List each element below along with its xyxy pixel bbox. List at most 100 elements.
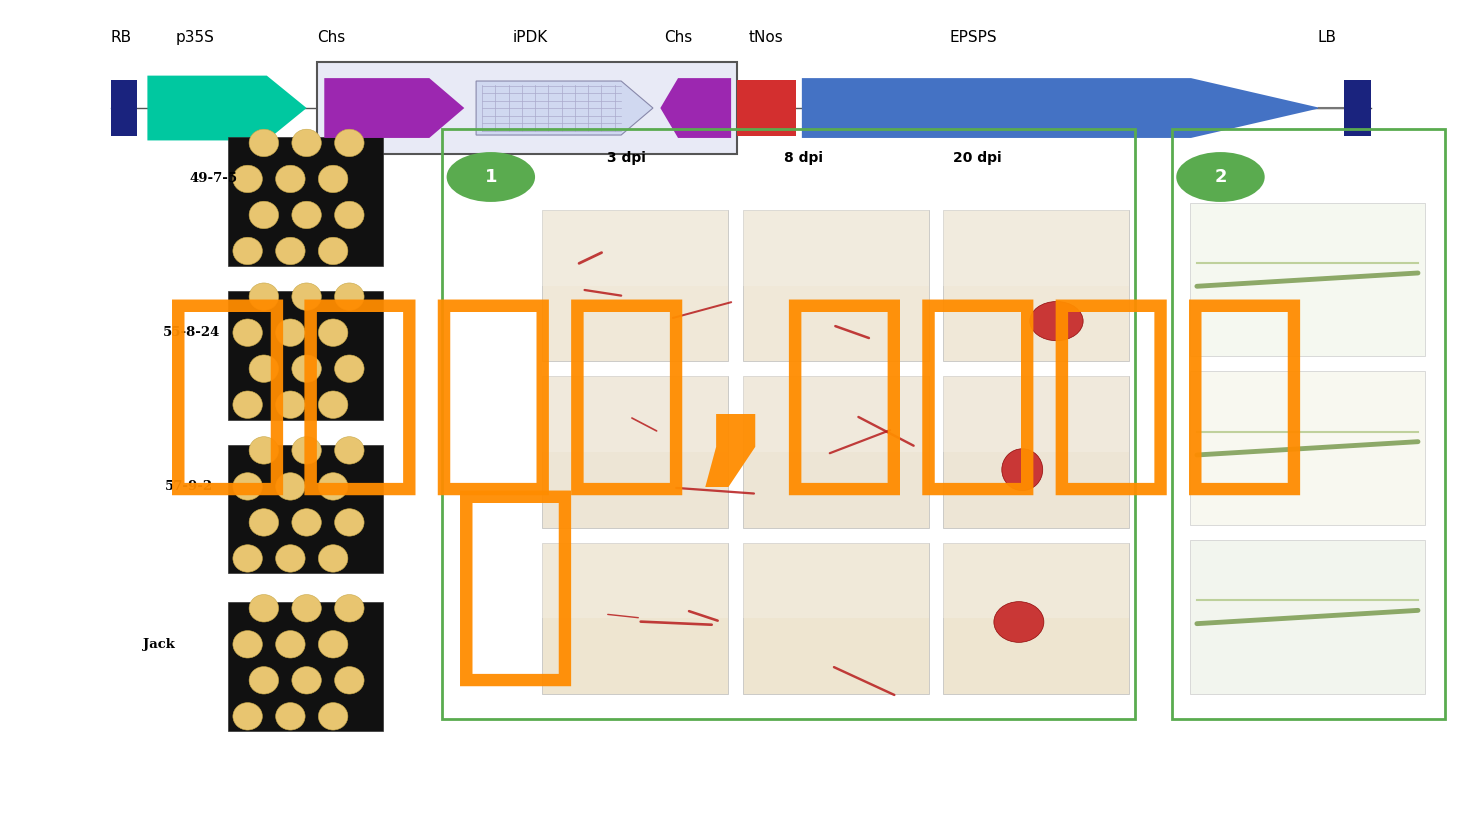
Text: LB: LB xyxy=(1318,30,1335,45)
Bar xyxy=(1190,371,1425,525)
Bar xyxy=(943,210,1129,286)
Text: 55-8-24: 55-8-24 xyxy=(164,326,220,339)
Ellipse shape xyxy=(335,129,364,156)
Text: 1: 1 xyxy=(485,168,497,186)
Bar xyxy=(317,62,737,154)
Ellipse shape xyxy=(276,319,305,347)
Text: 8 dpi: 8 dpi xyxy=(784,151,822,165)
Ellipse shape xyxy=(318,631,348,658)
Ellipse shape xyxy=(335,201,364,229)
Bar xyxy=(943,376,1129,528)
Bar xyxy=(442,129,1135,719)
Text: tNos: tNos xyxy=(749,30,784,45)
Bar xyxy=(1190,540,1425,694)
Text: 2: 2 xyxy=(1215,168,1226,186)
Circle shape xyxy=(447,152,535,202)
Ellipse shape xyxy=(335,595,364,622)
Bar xyxy=(943,543,1129,694)
Bar xyxy=(743,376,929,452)
Ellipse shape xyxy=(1002,449,1042,490)
Bar xyxy=(542,210,728,361)
Ellipse shape xyxy=(292,437,321,464)
Ellipse shape xyxy=(292,595,321,622)
Ellipse shape xyxy=(233,631,262,658)
Text: 20 dpi: 20 dpi xyxy=(954,151,1001,165)
Ellipse shape xyxy=(276,631,305,658)
Bar xyxy=(1344,80,1371,136)
Text: 49-7-5: 49-7-5 xyxy=(190,172,237,185)
Bar xyxy=(743,210,929,361)
Ellipse shape xyxy=(249,666,279,694)
Ellipse shape xyxy=(292,201,321,229)
Ellipse shape xyxy=(318,473,348,500)
Ellipse shape xyxy=(318,238,348,264)
Bar xyxy=(743,543,929,618)
Ellipse shape xyxy=(318,545,348,572)
Text: 理发培训,考一个美: 理发培训,考一个美 xyxy=(161,288,1313,502)
Ellipse shape xyxy=(1030,302,1083,341)
Ellipse shape xyxy=(233,391,262,419)
Ellipse shape xyxy=(318,165,348,193)
Bar xyxy=(743,210,929,286)
Text: 3 dpi: 3 dpi xyxy=(607,151,646,165)
Ellipse shape xyxy=(249,283,279,311)
Text: 发: 发 xyxy=(450,479,582,693)
Text: Chs: Chs xyxy=(663,30,693,45)
Text: RB: RB xyxy=(111,30,131,45)
Ellipse shape xyxy=(335,666,364,694)
Text: Jack: Jack xyxy=(143,637,175,651)
Ellipse shape xyxy=(276,391,305,419)
Bar xyxy=(228,445,383,573)
Bar xyxy=(228,291,383,420)
Bar xyxy=(542,210,728,286)
Ellipse shape xyxy=(249,595,279,622)
Ellipse shape xyxy=(318,703,348,730)
Bar xyxy=(228,137,383,266)
Bar xyxy=(111,80,137,136)
Ellipse shape xyxy=(276,545,305,572)
Bar xyxy=(1172,129,1445,719)
Bar xyxy=(1190,203,1425,356)
Ellipse shape xyxy=(233,319,262,347)
Bar xyxy=(542,376,728,528)
Bar xyxy=(743,376,929,528)
Ellipse shape xyxy=(993,602,1044,642)
Ellipse shape xyxy=(318,391,348,419)
Polygon shape xyxy=(802,78,1321,138)
Ellipse shape xyxy=(249,129,279,156)
Ellipse shape xyxy=(335,437,364,464)
Bar xyxy=(737,80,796,136)
Ellipse shape xyxy=(276,238,305,264)
Ellipse shape xyxy=(292,283,321,311)
Text: Chs: Chs xyxy=(317,30,346,45)
Bar xyxy=(542,543,728,694)
Bar xyxy=(743,543,929,694)
Ellipse shape xyxy=(233,473,262,500)
Polygon shape xyxy=(476,81,653,135)
Ellipse shape xyxy=(276,473,305,500)
Ellipse shape xyxy=(335,283,364,311)
Text: 57-9-2: 57-9-2 xyxy=(165,479,212,493)
Ellipse shape xyxy=(249,437,279,464)
Ellipse shape xyxy=(292,355,321,382)
Ellipse shape xyxy=(276,165,305,193)
Polygon shape xyxy=(324,78,464,138)
Ellipse shape xyxy=(335,355,364,382)
Ellipse shape xyxy=(249,201,279,229)
Ellipse shape xyxy=(318,319,348,347)
Ellipse shape xyxy=(292,509,321,536)
Polygon shape xyxy=(660,78,731,138)
Text: p35S: p35S xyxy=(175,30,214,45)
Bar xyxy=(228,602,383,731)
Bar xyxy=(542,376,728,452)
Bar xyxy=(542,543,728,618)
Ellipse shape xyxy=(276,703,305,730)
Circle shape xyxy=(1176,152,1265,202)
Bar xyxy=(943,543,1129,618)
Polygon shape xyxy=(147,76,307,140)
Bar xyxy=(943,210,1129,361)
Ellipse shape xyxy=(292,666,321,694)
Text: iPDK: iPDK xyxy=(513,30,548,45)
Ellipse shape xyxy=(233,238,262,264)
Bar xyxy=(943,376,1129,452)
